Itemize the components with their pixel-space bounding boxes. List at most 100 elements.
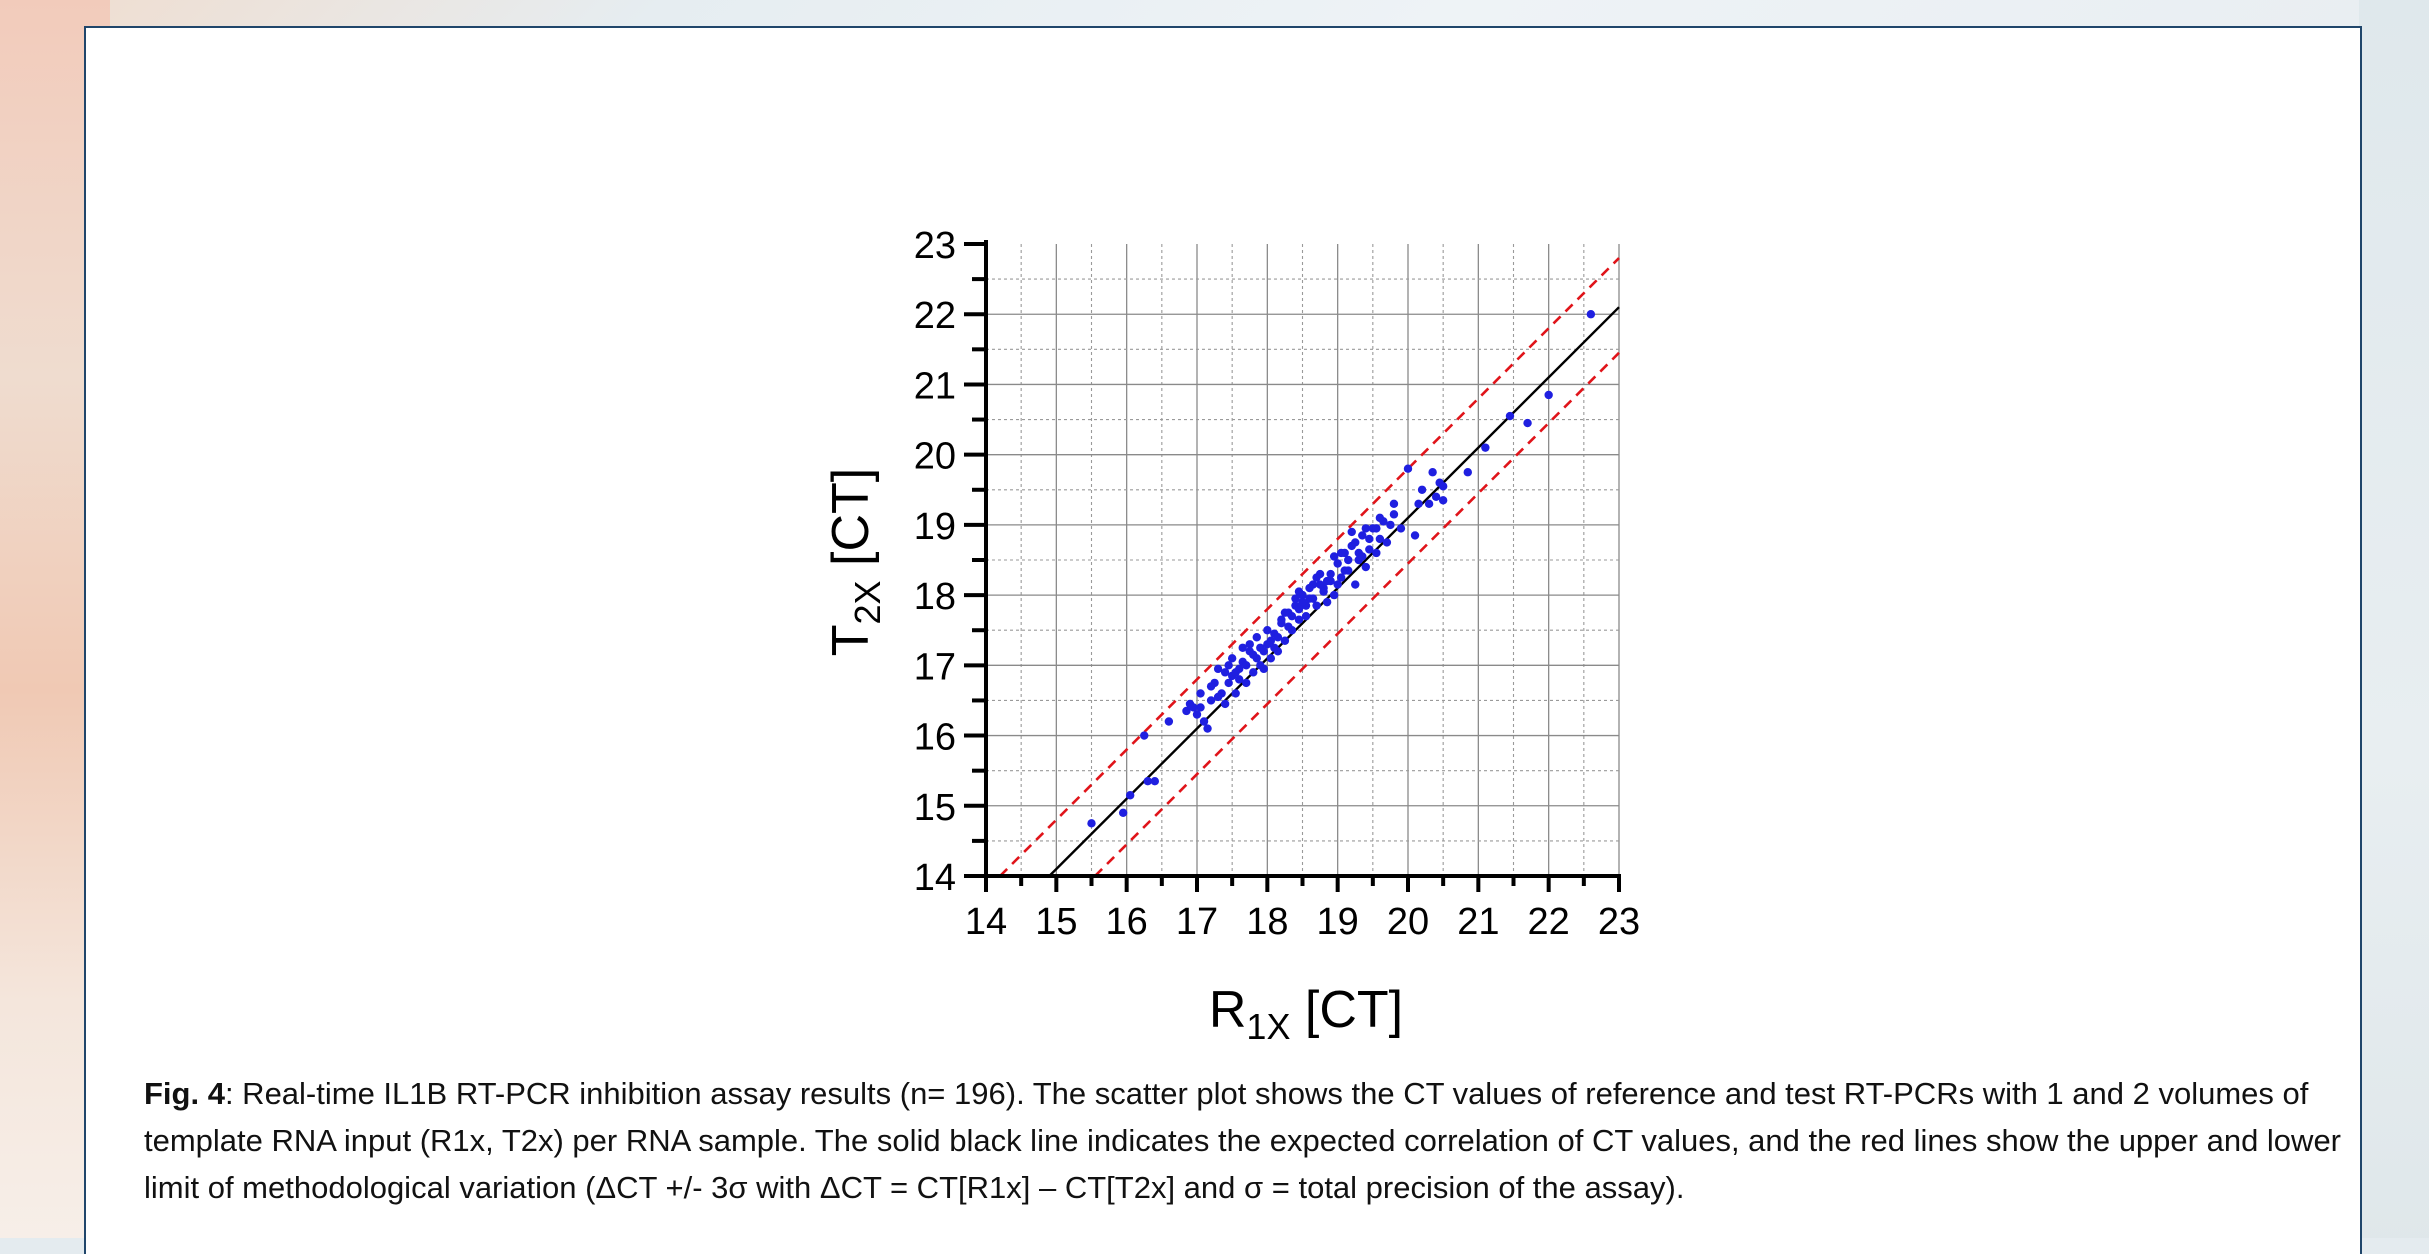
data-point <box>1322 576 1332 586</box>
figure-caption-label: Fig. 4 <box>144 1076 225 1111</box>
y-tick-label: 19 <box>914 506 956 548</box>
data-point <box>1351 580 1360 589</box>
data-point <box>1312 573 1321 582</box>
figure-caption-text: : Real-time IL1B RT-PCR inhibition assay… <box>144 1076 2342 1205</box>
data-point <box>1140 731 1149 740</box>
data-point <box>1213 692 1223 702</box>
data-point <box>1266 654 1276 663</box>
data-point <box>1196 689 1205 698</box>
x-tick-label: 21 <box>1457 901 1499 943</box>
data-point <box>1375 534 1385 544</box>
data-point <box>1424 499 1434 509</box>
data-point <box>1358 531 1367 540</box>
data-point <box>1273 633 1283 642</box>
data-point <box>1344 555 1353 565</box>
x-axis-label-main: R <box>1209 981 1247 1039</box>
data-point <box>1523 418 1532 428</box>
x-axis-label: R1X [CT] <box>1209 981 1403 1047</box>
data-point <box>1365 534 1374 544</box>
data-point <box>1428 468 1437 477</box>
data-point <box>1438 482 1448 491</box>
data-point <box>1544 390 1553 400</box>
data-point <box>1189 703 1198 712</box>
data-point <box>1280 636 1290 645</box>
data-point <box>1118 808 1128 817</box>
data-point <box>1361 524 1371 533</box>
y-tick-label: 16 <box>914 717 956 759</box>
data-point <box>1164 717 1174 726</box>
data-point <box>1361 562 1371 572</box>
data-point <box>1266 636 1276 645</box>
data-point <box>1403 464 1413 473</box>
data-point <box>1203 724 1212 733</box>
y-tick-label: 15 <box>914 787 956 829</box>
data-point <box>1206 682 1216 691</box>
x-tick-label: 14 <box>965 901 1007 943</box>
data-point <box>1249 668 1258 677</box>
data-point <box>1333 559 1342 568</box>
chart-points <box>1087 310 1596 828</box>
data-point <box>1389 510 1399 519</box>
chart-grid <box>986 244 1620 877</box>
data-point <box>1280 608 1290 617</box>
variation-limit-line-1 <box>999 257 1620 877</box>
y-tick-label: 17 <box>914 646 956 688</box>
y-axis-label-sub: 2X <box>847 580 888 624</box>
data-point <box>1192 710 1202 719</box>
data-point <box>1315 580 1325 589</box>
y-axis-label-unit: [CT] <box>822 468 880 581</box>
data-point <box>1358 552 1367 561</box>
data-point <box>1438 496 1448 505</box>
x-axis-label-sub: 1X <box>1246 1006 1290 1047</box>
data-point <box>1382 538 1392 547</box>
data-point <box>1287 611 1297 621</box>
x-tick-label: 22 <box>1528 901 1570 943</box>
data-point <box>1284 622 1293 631</box>
data-point <box>1150 777 1160 786</box>
data-point <box>1481 443 1490 452</box>
x-tick-label: 20 <box>1387 901 1429 943</box>
data-point <box>1329 552 1339 561</box>
data-point <box>1242 661 1251 670</box>
data-point <box>1414 499 1423 509</box>
data-point <box>1372 524 1381 533</box>
data-point <box>1365 545 1374 554</box>
data-point <box>1294 615 1304 624</box>
data-point <box>1322 597 1332 607</box>
data-point <box>1463 468 1472 477</box>
data-point <box>1336 573 1346 582</box>
data-point <box>1213 664 1223 674</box>
data-point <box>1249 650 1258 659</box>
x-tick-label: 19 <box>1317 901 1359 943</box>
data-point <box>1231 668 1240 677</box>
data-point <box>1199 717 1209 726</box>
data-point <box>1372 548 1381 558</box>
chart-lines <box>999 257 1620 877</box>
data-point <box>1410 531 1420 540</box>
data-point <box>1294 604 1304 614</box>
data-point <box>1270 643 1279 652</box>
data-point <box>1312 601 1321 610</box>
data-point <box>1329 590 1339 600</box>
data-point <box>1182 706 1191 716</box>
data-point <box>1305 583 1314 593</box>
data-point <box>1375 513 1385 523</box>
data-point <box>1087 819 1096 828</box>
variation-limit-line-2 <box>1094 351 1620 877</box>
data-point <box>1231 689 1240 698</box>
data-point <box>1263 626 1272 635</box>
data-point <box>1586 310 1596 319</box>
y-tick-label: 20 <box>914 436 956 478</box>
data-point <box>1235 675 1244 684</box>
data-point <box>1333 580 1342 589</box>
data-point <box>1125 791 1135 800</box>
data-point <box>1386 520 1395 530</box>
data-point <box>1431 492 1441 501</box>
background-right <box>2359 0 2429 1254</box>
x-tick-label: 15 <box>1035 901 1077 943</box>
data-point <box>1224 678 1233 688</box>
data-point <box>1245 640 1254 649</box>
x-axis-label-unit: [CT] <box>1290 981 1403 1039</box>
data-point <box>1242 678 1251 688</box>
